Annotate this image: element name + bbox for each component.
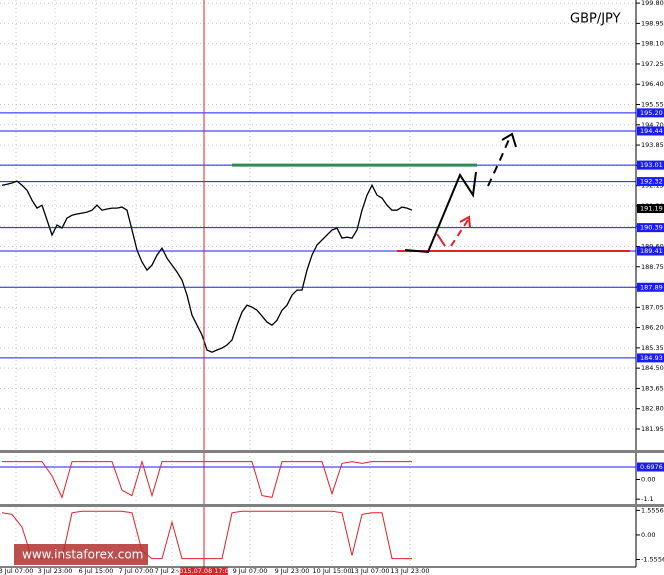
current-price-box — [637, 204, 664, 214]
y-tick-label: 199.80 — [641, 0, 664, 7]
x-tick-label: 9 Jul 23:00 — [275, 567, 310, 575]
forecast-red-arrowhead — [459, 215, 471, 229]
y-tick-label: 198.95 — [641, 19, 664, 27]
y-tick-label: 195.55 — [641, 101, 664, 109]
level-box — [637, 353, 664, 363]
level-label: 193.01 — [640, 161, 663, 169]
x-tick-label: 3 Jul 07:00 — [0, 567, 33, 575]
y-tick-label: 188.75 — [641, 263, 664, 271]
price-line — [1, 180, 413, 353]
grid — [0, 0, 636, 567]
cursor-label-box — [180, 567, 228, 575]
level-box — [637, 246, 664, 256]
level-label: 187.89 — [640, 283, 663, 291]
y-tick-label: -1.1 — [641, 495, 654, 503]
level-label: 189.41 — [640, 247, 663, 255]
level-box — [637, 126, 664, 136]
y-tick-label: 194.70 — [641, 121, 664, 129]
y-tick-label: 189.60 — [641, 242, 664, 250]
y-tick-label: -1.5556 — [641, 556, 664, 564]
x-tick-label: 9 Jul 07:00 — [233, 567, 268, 575]
y-tick-label: 197.25 — [641, 60, 664, 68]
level-box — [637, 177, 664, 187]
forecast-path — [404, 171, 477, 254]
y-tick-label: 187.05 — [641, 303, 664, 311]
watermark-box — [14, 544, 148, 565]
forecast-arrowhead — [501, 132, 517, 148]
x-tick-label: 3 Jul 23:00 — [38, 567, 73, 575]
x-tick-label: 7 Jul 23:00 — [155, 567, 190, 575]
y-tick-label: 183.65 — [641, 384, 664, 392]
y-tick-label: 0.00 — [641, 475, 655, 483]
y-tick-label: 198.10 — [641, 40, 664, 48]
forecast — [404, 132, 517, 254]
y-tick-label: 182.80 — [641, 405, 664, 413]
panel-separator — [0, 504, 664, 507]
x-tick-label: 13 Jul 23:00 — [391, 567, 430, 575]
level-label: 192.32 — [640, 178, 663, 186]
watermark: www.instaforex.com — [22, 548, 143, 562]
panel-separator — [0, 450, 664, 453]
level-box — [637, 160, 664, 170]
y-tick-label: 181.95 — [641, 425, 664, 433]
level-box — [637, 462, 664, 472]
level-label: 184.93 — [640, 354, 663, 362]
x-tick-label: 10 Jul 15:00 — [313, 567, 352, 575]
x-tick-label: 6 Jul 15:00 — [79, 567, 114, 575]
level-box — [637, 108, 664, 118]
level-label: 195.20 — [640, 109, 663, 117]
indicator-line — [2, 459, 412, 499]
level-label: 190.39 — [640, 224, 663, 232]
main-panel — [0, 112, 636, 359]
forecast-red-dashed — [436, 233, 446, 247]
x-tick-label: 7 Jul 07:00 — [119, 567, 154, 575]
y-tick-label: 196.40 — [641, 80, 664, 88]
x-tick-label: 13 Jul 07:00 — [351, 567, 390, 575]
indicator-line — [1, 510, 412, 560]
level-label: 0.6976 — [640, 463, 663, 471]
y-tick-label: 1.5556 — [641, 506, 664, 514]
level-label: 194.44 — [640, 127, 663, 135]
current-price-label: 191.19 — [640, 205, 663, 213]
cursor-label: 2015.07.08 17:00 — [175, 567, 233, 575]
level-box — [637, 282, 664, 292]
y-tick-label: 185.35 — [641, 344, 664, 352]
y-tick-label: 186.20 — [641, 324, 664, 332]
forecast-red-dashed — [450, 219, 469, 247]
y-tick-label: 0.00 — [641, 531, 655, 539]
forecast-dashed — [487, 136, 511, 187]
y-tick-label: 184.50 — [641, 364, 664, 372]
y-tick-label: 193.85 — [641, 141, 664, 149]
level-box — [637, 223, 664, 233]
chart-title: GBP/JPY — [570, 12, 621, 27]
indicator-panels — [0, 459, 636, 560]
